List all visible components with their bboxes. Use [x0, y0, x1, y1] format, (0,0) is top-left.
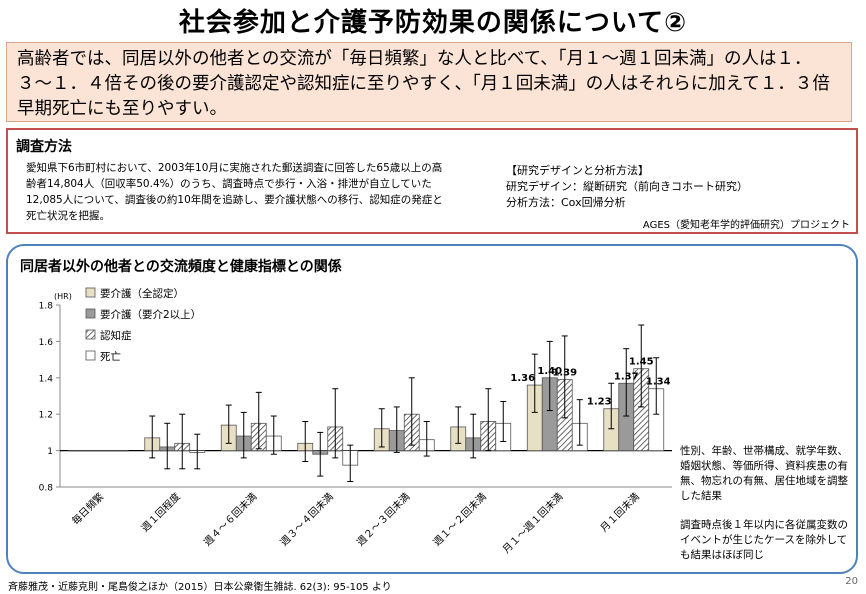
page-number: 20 [845, 576, 858, 587]
legend-swatch [86, 330, 95, 339]
project-label: AGES（愛知老年学的評価研究）プロジェクト [643, 216, 850, 231]
design-list: 【研究デザインと分析方法】 研究デザイン：縦断研究（前向きコホート研究） 分析方… [506, 163, 748, 211]
exclusion-note: 調査時点後１年以内に各従属変数のイベントが生じたケースを除外しても結果はほぼ同じ [680, 518, 856, 563]
data-label: 1.23 [587, 397, 612, 408]
citation: 斉藤雅茂・近藤克則・尾島俊之ほか（2015）日本公衆衛生雑誌. 62(3): 9… [8, 578, 392, 593]
legend-label: 死亡 [100, 350, 121, 363]
y-tick-label: 1.6 [39, 338, 54, 348]
legend-swatch [86, 351, 95, 360]
adjustment-note: 性別、年齢、世帯構成、就学年数、婚姻状態、等価所得、資料疾患の有無、物忘れの有無… [680, 444, 856, 504]
legend-label: 認知症 [100, 329, 132, 342]
method-heading: 調査方法 [16, 136, 72, 156]
bar [83, 451, 98, 452]
summary-box: 高齢者では、同居以外の他者との交流が「毎日頻繁」な人と比べて、「月１〜週１回未満… [6, 42, 852, 122]
legend-label: 要介護（全認定） [100, 287, 184, 300]
page-title: 社会参加と介護予防効果の関係について② [0, 2, 866, 39]
data-label: 1.39 [552, 368, 577, 379]
data-label: 1.34 [646, 377, 671, 388]
y-tick-label: 0.8 [39, 484, 54, 494]
y-axis-unit: (HR) [54, 292, 72, 301]
bar [113, 451, 128, 452]
x-tick-label: 週１〜２回未満 [431, 491, 489, 549]
x-tick-label: 週２〜３回未満 [354, 491, 412, 549]
x-tick-label: 毎日頻繁 [69, 490, 106, 527]
legend-swatch [86, 309, 95, 318]
legend-label: 要介護（要介2以上） [100, 308, 201, 321]
chart-title: 同居者以外の他者との交流頻度と健康指標との関係 [20, 256, 342, 276]
design-heading: 【研究デザインと分析方法】 [506, 163, 748, 179]
x-tick-label: 週１回程度 [138, 490, 183, 535]
design-line: 研究デザイン：縦断研究（前向きコホート研究） [506, 179, 748, 195]
x-tick-label: 月１〜週１回未満 [500, 491, 565, 556]
x-tick-label: 週３〜４回未満 [278, 491, 336, 549]
y-tick-label: 1.8 [39, 302, 54, 312]
method-body: 愛知県下6市町村において、2003年10月に実施された郵送調査に回答した65歳以… [26, 160, 446, 224]
y-tick-label: 1 [47, 447, 53, 457]
x-tick-label: 月１回未満 [598, 491, 642, 535]
legend-swatch [86, 288, 95, 297]
analysis-line: 分析方法：Cox回帰分析 [506, 195, 748, 211]
data-label: 1.37 [614, 371, 639, 382]
bar [98, 451, 113, 452]
bar [68, 451, 83, 452]
data-label: 1.45 [629, 357, 654, 368]
data-label: 1.36 [510, 373, 535, 384]
method-box: 調査方法 愛知県下6市町村において、2003年10月に実施された郵送調査に回答し… [6, 128, 858, 234]
x-tick-label: 週４〜６回未満 [201, 491, 259, 549]
y-tick-label: 1.4 [39, 374, 54, 384]
chart-panel: (HR) 0.8 1 1.2 1.4 1.6 1.8 毎日頻繁 週１回程度 週４〜６回未満 週３〜４… [6, 244, 858, 574]
y-tick-label: 1.2 [39, 411, 53, 421]
